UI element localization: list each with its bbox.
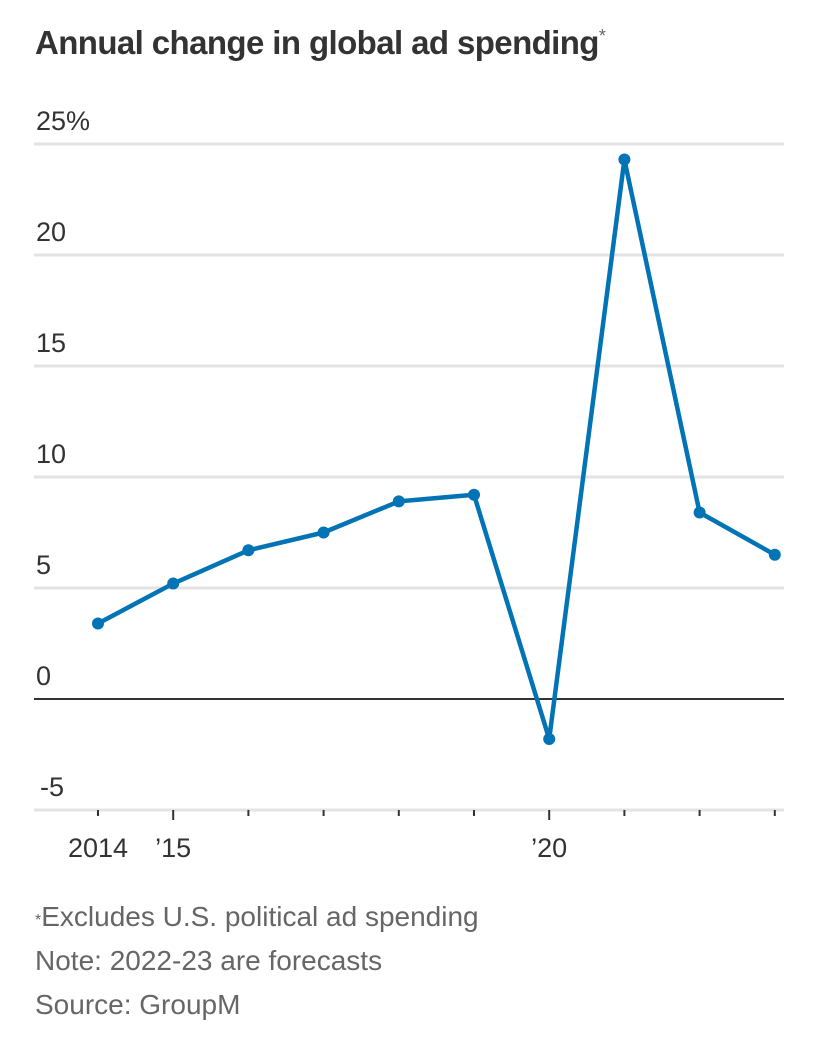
series-line-group (92, 153, 781, 745)
data-point (468, 488, 480, 501)
footnote-text: Excludes U.S. political ad spending (41, 901, 479, 932)
chart-title: Annual change in global ad spending* (35, 24, 606, 62)
data-point (317, 526, 330, 539)
y-axis-labels: 25% 20 15 10 5 0 -5 (36, 106, 90, 802)
footnote-marker: * (35, 912, 42, 929)
y-tick-label: 25% (36, 106, 90, 136)
y-tick-label: 10 (36, 439, 66, 469)
forecast-note: Note: 2022-23 are forecasts (35, 945, 383, 976)
chart-title-text: Annual change in global ad spending (35, 24, 599, 61)
y-tick-label: 20 (36, 217, 66, 247)
title-footnote-marker: * (598, 26, 606, 46)
data-point (693, 506, 706, 519)
gridlines (34, 142, 784, 812)
x-axis: 2014 ’15 ’20 (68, 810, 776, 863)
data-point (242, 544, 255, 557)
y-tick-label: 15 (36, 328, 66, 358)
chart-notes: *Excludes U.S. political ad spending Not… (35, 895, 479, 1027)
data-point (768, 548, 781, 561)
data-point (618, 153, 631, 166)
footnote: *Excludes U.S. political ad spending (35, 895, 479, 939)
y-tick-label: 0 (36, 661, 51, 691)
data-point (92, 617, 104, 630)
y-tick-label: -5 (40, 772, 64, 802)
x-tick-label: ’15 (155, 833, 191, 863)
data-point (167, 577, 180, 590)
data-point (543, 732, 556, 745)
series-line (95, 157, 778, 742)
y-tick-label: 5 (36, 550, 51, 580)
line-chart: 25% 20 15 10 5 0 -5 2014 ’15 ’20 (34, 106, 784, 863)
data-point (392, 495, 405, 508)
x-tick-label: ’20 (531, 833, 567, 863)
x-tick-label: 2014 (68, 833, 128, 863)
source-note: Source: GroupM (35, 989, 241, 1020)
